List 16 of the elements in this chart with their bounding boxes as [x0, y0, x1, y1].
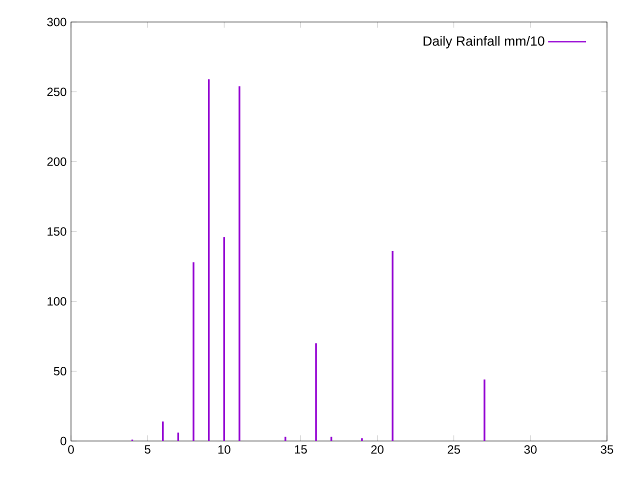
x-tick-label: 20 [371, 445, 384, 454]
y-tick-label: 0 [60, 436, 66, 446]
y-tick-label: 150 [48, 227, 66, 236]
x-tick-label: 10 [218, 445, 230, 454]
y-tick-label: 50 [54, 366, 66, 376]
x-tick-label: 25 [448, 445, 460, 454]
x-tick-label: 30 [524, 445, 537, 454]
y-tick-label: 200 [47, 157, 66, 166]
x-tick-label: 15 [294, 445, 307, 454]
x-tick-label: 0 [68, 445, 74, 454]
x-tick-label: 35 [600, 445, 614, 454]
legend-label: Daily Rainfall mm/10 [424, 36, 544, 48]
x-tick-label: 5 [144, 445, 150, 454]
y-tick-label: 100 [48, 297, 66, 306]
y-tick-label: 250 [47, 88, 66, 96]
y-tick-label: 300 [47, 18, 66, 26]
